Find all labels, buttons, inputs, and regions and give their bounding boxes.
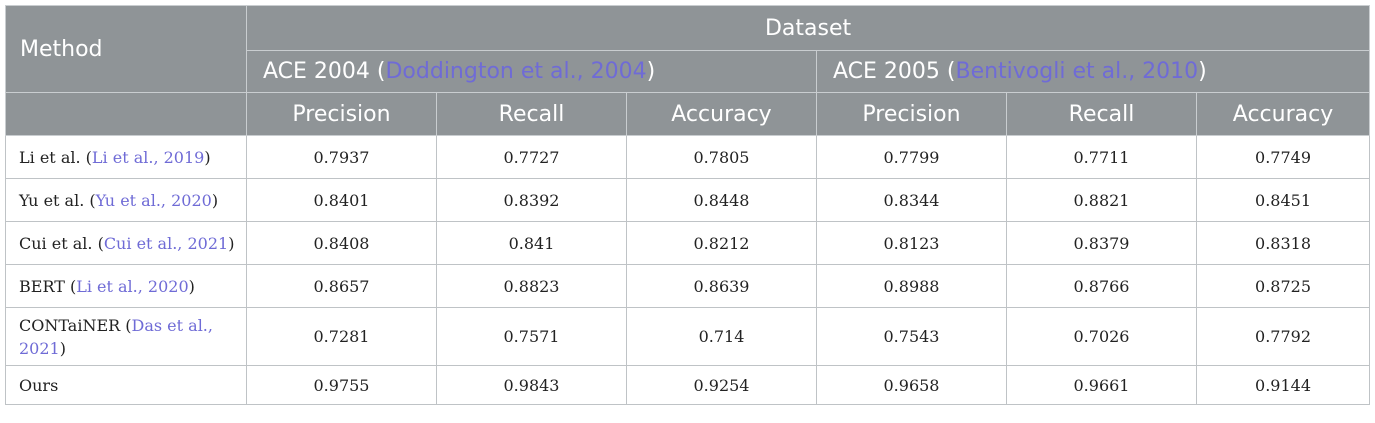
ace2004-header: ACE 2004 (Doddington et al., 2004) <box>246 50 817 93</box>
citation-link[interactable]: Li et al., 2020 <box>76 276 189 296</box>
table-row: BERT (Li et al., 2020) 0.8657 0.8823 0.8639… <box>5 264 1371 308</box>
table-row: Yu et al. (Yu et al., 2020) 0.8401 0.8392 0… <box>5 178 1371 222</box>
value-cell: 0.8379 <box>1006 221 1197 265</box>
value-cell: 0.7727 <box>436 135 627 179</box>
ace2005-citation-link[interactable]: Bentivogli et al., 2010 <box>955 59 1199 84</box>
value-cell: 0.8212 <box>626 221 817 265</box>
value-cell: 0.8766 <box>1006 264 1197 308</box>
value-cell: 0.8448 <box>626 178 817 222</box>
metric-header: Recall <box>436 92 627 136</box>
value-cell: 0.7281 <box>246 307 437 366</box>
value-cell: 0.8725 <box>1195 264 1371 308</box>
citation-link[interactable]: Yu et al., 2020 <box>95 190 212 210</box>
value-cell: 0.8823 <box>436 264 627 308</box>
method-cell: Cui et al. (Cui et al., 2021) <box>5 221 247 265</box>
citation-link[interactable]: Cui et al., 2021 <box>103 233 229 253</box>
value-cell: 0.9843 <box>436 365 627 405</box>
table-row: Cui et al. (Cui et al., 2021) 0.8408 0.841… <box>5 221 1371 265</box>
value-cell: 0.9661 <box>1006 365 1197 405</box>
value-cell: 0.8408 <box>246 221 437 265</box>
value-cell: 0.9254 <box>626 365 817 405</box>
value-cell: 0.841 <box>436 221 627 265</box>
metric-header: Accuracy <box>626 92 817 136</box>
value-cell: 0.9144 <box>1195 365 1371 405</box>
method-cell: Yu et al. (Yu et al., 2020) <box>5 178 247 222</box>
value-cell: 0.7799 <box>816 135 1007 179</box>
value-cell: 0.8123 <box>816 221 1007 265</box>
value-cell: 0.8401 <box>246 178 437 222</box>
method-header: Method <box>5 5 247 93</box>
table-row: CONTaiNER (Das et al., 2021) 0.7281 0.7571… <box>5 307 1371 366</box>
metric-header-spacer <box>5 92 247 136</box>
value-cell: 0.7711 <box>1006 135 1197 179</box>
value-cell: 0.8821 <box>1006 178 1197 222</box>
value-cell: 0.7792 <box>1195 307 1371 366</box>
method-cell: Ours <box>5 365 247 405</box>
value-cell: 0.8988 <box>816 264 1007 308</box>
value-cell: 0.7543 <box>816 307 1007 366</box>
ace2004-citation-link[interactable]: Doddington et al., 2004 <box>385 59 647 84</box>
metric-header: Recall <box>1006 92 1197 136</box>
metric-header: Accuracy <box>1195 92 1371 136</box>
method-cell: Li et al. (Li et al., 2019) <box>5 135 247 179</box>
metric-header: Precision <box>816 92 1007 136</box>
value-cell: 0.8451 <box>1195 178 1371 222</box>
value-cell: 0.7026 <box>1006 307 1197 366</box>
method-cell: BERT (Li et al., 2020) <box>5 264 247 308</box>
value-cell: 0.7805 <box>626 135 817 179</box>
table-row: Li et al. (Li et al., 2019) 0.7937 0.7727 0… <box>5 135 1371 179</box>
dataset-header: Dataset <box>245 5 1371 51</box>
value-cell: 0.7571 <box>436 307 627 366</box>
table-row: Ours 0.9755 0.9843 0.9254 0.9658 0.9661 0.9144 <box>5 365 1371 405</box>
value-cell: 0.8344 <box>816 178 1007 222</box>
citation-link[interactable]: Das et al., 2021 <box>19 315 213 358</box>
value-cell: 0.8639 <box>626 264 817 308</box>
citation-link[interactable]: Li et al., 2019 <box>91 147 205 167</box>
value-cell: 0.714 <box>626 307 817 366</box>
metric-header: Precision <box>246 92 437 136</box>
value-cell: 0.7937 <box>246 135 437 179</box>
value-cell: 0.7749 <box>1195 135 1371 179</box>
results-table: Method Dataset ACE 2004 (Doddington et a… <box>5 5 1371 405</box>
value-cell: 0.8657 <box>246 264 437 308</box>
value-cell: 0.8318 <box>1195 221 1371 265</box>
method-cell: CONTaiNER (Das et al., 2021) <box>5 307 247 366</box>
ace2005-header: ACE 2005 (Bentivogli et al., 2010) <box>815 50 1371 93</box>
value-cell: 0.9658 <box>816 365 1007 405</box>
value-cell: 0.9755 <box>246 365 437 405</box>
value-cell: 0.8392 <box>436 178 627 222</box>
